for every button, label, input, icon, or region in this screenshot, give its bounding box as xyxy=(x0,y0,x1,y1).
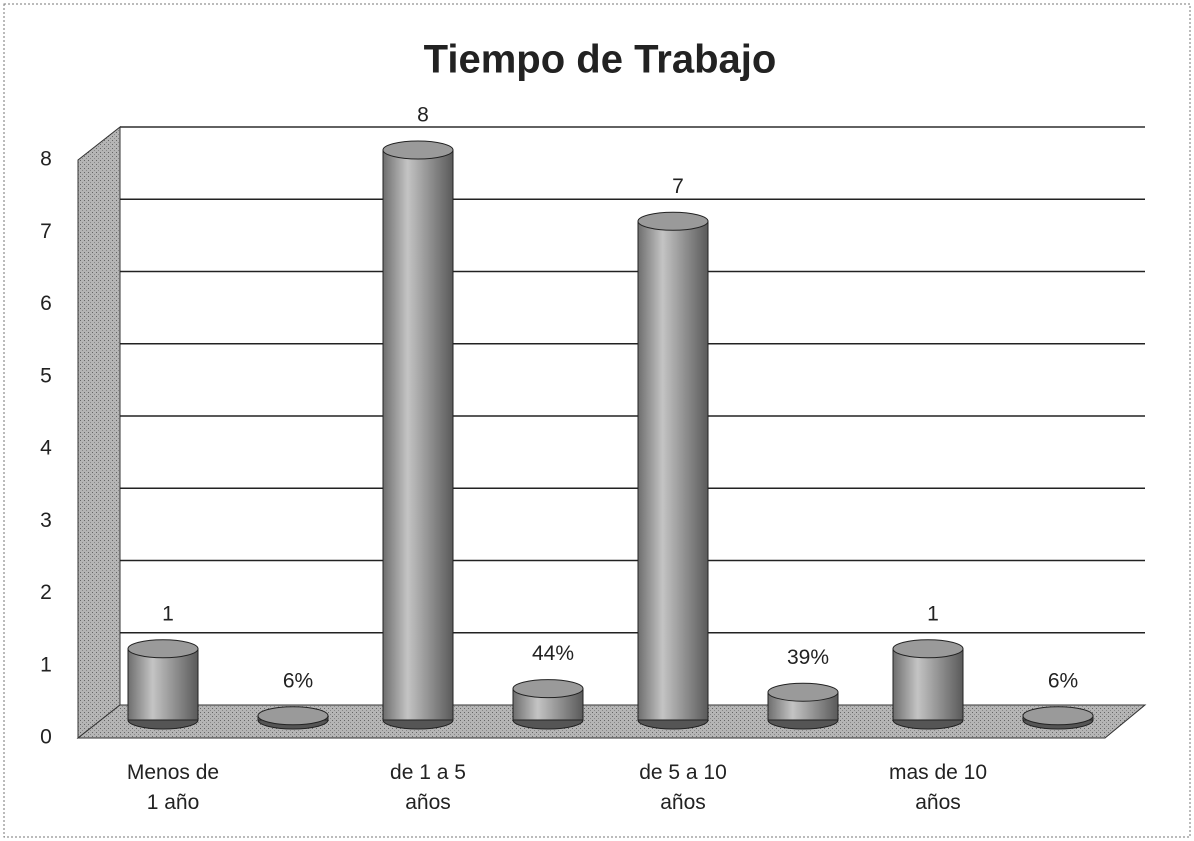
data-label: 6% xyxy=(283,669,313,692)
data-label: 1 xyxy=(162,602,174,625)
y-tick-label: 0 xyxy=(40,726,52,749)
bar-top xyxy=(892,639,964,659)
y-tick-label: 8 xyxy=(40,148,52,171)
bar xyxy=(892,648,964,721)
bar-top xyxy=(127,639,199,659)
frame xyxy=(3,3,1191,838)
data-label: 6% xyxy=(1048,669,1078,692)
data-label: 8 xyxy=(417,104,429,127)
data-label: 44% xyxy=(532,642,574,665)
y-tick-label: 2 xyxy=(40,581,52,604)
bar xyxy=(127,648,199,721)
x-tick-label: de 5 a 10 años xyxy=(639,761,727,814)
x-tick-label: Menos de 1 año xyxy=(126,761,220,814)
x-tick-label: de 1 a 5 años xyxy=(390,761,466,814)
bar-top xyxy=(257,706,329,726)
bar-top xyxy=(382,140,454,160)
y-tick-label: 1 xyxy=(40,653,52,676)
y-tick-label: 6 xyxy=(40,292,52,315)
x-tick-label: mas de 10 años xyxy=(888,761,988,814)
bar xyxy=(637,220,709,721)
data-label: 39% xyxy=(787,646,829,669)
y-tick-label: 7 xyxy=(40,220,52,243)
y-tick-label: 4 xyxy=(40,437,52,460)
floor xyxy=(76,704,1147,739)
bar-top xyxy=(637,211,709,231)
y-tick-label: 3 xyxy=(40,509,52,532)
side-wall xyxy=(77,125,121,740)
data-label: 7 xyxy=(672,175,684,198)
bar xyxy=(382,149,454,721)
bar-top xyxy=(1022,706,1094,726)
chart-title: Tiempo de Trabajo xyxy=(424,38,777,82)
bar-top xyxy=(767,682,839,702)
y-tick-label: 5 xyxy=(40,364,52,387)
data-label: 1 xyxy=(927,602,939,625)
bar-top xyxy=(512,679,584,699)
